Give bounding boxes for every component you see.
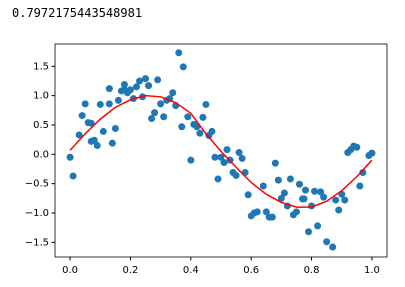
y-tick-label: 1.0 bbox=[33, 91, 49, 102]
point bbox=[244, 191, 252, 199]
point bbox=[105, 100, 113, 108]
x-tick-label: 0.4 bbox=[183, 265, 199, 276]
point bbox=[329, 243, 337, 251]
point bbox=[332, 196, 340, 204]
point bbox=[142, 75, 150, 83]
point bbox=[223, 146, 231, 154]
x-tick-label: 0.6 bbox=[243, 265, 259, 276]
point bbox=[148, 115, 156, 123]
x-tick-label: 0.8 bbox=[304, 265, 320, 276]
axes-frame bbox=[54, 43, 388, 258]
point bbox=[108, 139, 116, 147]
point bbox=[220, 159, 228, 167]
point bbox=[280, 189, 288, 197]
point bbox=[232, 171, 240, 179]
point bbox=[277, 194, 285, 202]
point bbox=[317, 188, 325, 196]
x-tick-label: 0.0 bbox=[62, 265, 78, 276]
y-tick-label: −0.5 bbox=[25, 179, 49, 190]
point bbox=[314, 222, 322, 230]
point bbox=[292, 208, 300, 216]
point bbox=[253, 208, 261, 216]
point bbox=[335, 206, 343, 214]
point bbox=[169, 89, 177, 97]
fit-line bbox=[69, 94, 373, 208]
point bbox=[320, 193, 328, 201]
point bbox=[114, 96, 122, 104]
point bbox=[93, 142, 101, 150]
point bbox=[302, 186, 310, 194]
point bbox=[96, 100, 104, 108]
point bbox=[160, 113, 168, 121]
y-tick-label: −1.0 bbox=[25, 208, 49, 219]
point bbox=[105, 85, 113, 93]
point bbox=[262, 208, 270, 216]
point bbox=[214, 175, 222, 183]
point bbox=[208, 127, 216, 135]
point bbox=[311, 187, 319, 195]
point bbox=[132, 83, 140, 91]
point bbox=[286, 175, 294, 183]
point bbox=[66, 153, 74, 161]
point bbox=[157, 100, 165, 108]
point bbox=[136, 77, 144, 85]
point bbox=[271, 159, 279, 167]
x-tick-label: 1.0 bbox=[364, 265, 380, 276]
point bbox=[211, 153, 219, 161]
point bbox=[368, 149, 376, 157]
point bbox=[238, 154, 246, 162]
point bbox=[305, 228, 313, 236]
point bbox=[184, 113, 192, 121]
point bbox=[154, 76, 162, 84]
point bbox=[126, 86, 134, 94]
point bbox=[274, 176, 282, 184]
y-tick-label: 0.0 bbox=[33, 149, 49, 160]
point bbox=[87, 119, 95, 127]
point bbox=[69, 172, 77, 180]
point bbox=[259, 182, 267, 190]
point bbox=[187, 156, 195, 164]
output-text: 0.7972175443548981 bbox=[12, 6, 143, 20]
point bbox=[323, 238, 331, 246]
point bbox=[268, 213, 276, 221]
point bbox=[217, 153, 225, 161]
point bbox=[196, 129, 204, 137]
point bbox=[120, 80, 128, 88]
y-tick-label: 0.5 bbox=[33, 120, 49, 131]
y-tick-label: −1.5 bbox=[25, 237, 49, 248]
x-tick-label: 0.2 bbox=[123, 265, 139, 276]
point bbox=[175, 49, 183, 57]
point bbox=[111, 124, 119, 132]
point bbox=[199, 113, 207, 121]
point bbox=[353, 143, 361, 151]
point bbox=[78, 112, 86, 120]
y-tick-label: 1.5 bbox=[33, 61, 49, 72]
point bbox=[75, 131, 83, 139]
point bbox=[81, 100, 89, 108]
point bbox=[300, 195, 308, 203]
point bbox=[235, 149, 243, 157]
point bbox=[356, 182, 364, 190]
point bbox=[151, 109, 159, 117]
point bbox=[179, 63, 187, 71]
point bbox=[99, 127, 107, 135]
point bbox=[341, 196, 349, 204]
point bbox=[145, 82, 153, 90]
point bbox=[202, 100, 210, 108]
point bbox=[359, 169, 367, 177]
point bbox=[295, 180, 303, 188]
point bbox=[90, 136, 98, 144]
point bbox=[178, 123, 186, 131]
